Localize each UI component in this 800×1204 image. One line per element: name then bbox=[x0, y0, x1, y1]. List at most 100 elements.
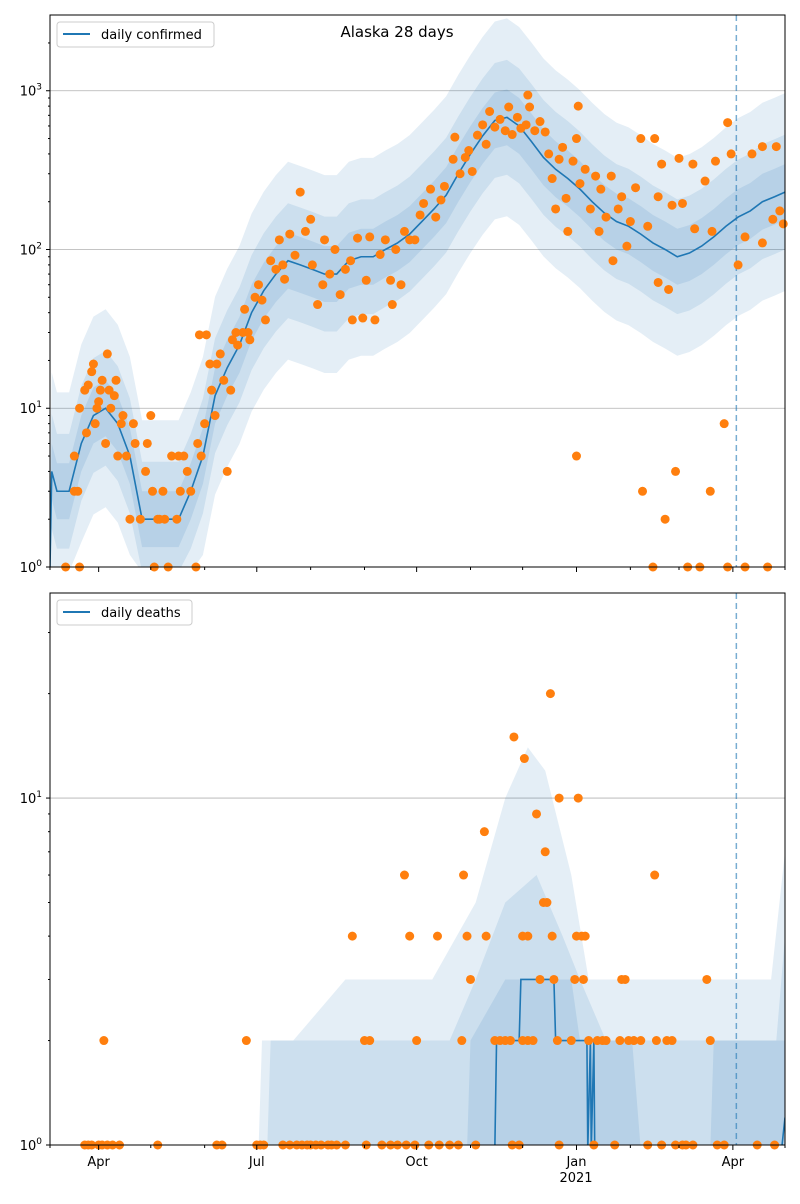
data-point bbox=[130, 438, 140, 448]
data-point bbox=[106, 403, 116, 413]
data-point bbox=[448, 154, 458, 164]
data-point bbox=[399, 226, 409, 236]
data-point bbox=[566, 1036, 576, 1046]
data-point bbox=[596, 184, 606, 194]
data-point bbox=[243, 328, 253, 338]
data-point bbox=[81, 428, 91, 438]
data-point bbox=[485, 107, 495, 117]
data-point bbox=[667, 200, 677, 210]
data-point bbox=[481, 931, 491, 941]
data-point bbox=[479, 827, 489, 837]
data-point bbox=[347, 315, 357, 325]
data-point bbox=[158, 486, 168, 496]
data-point bbox=[419, 198, 429, 208]
data-point bbox=[636, 134, 646, 144]
x-tick-label: Jan bbox=[565, 1155, 586, 1170]
data-point bbox=[121, 451, 131, 461]
y-tick-label: 100 bbox=[20, 559, 43, 576]
data-point bbox=[335, 290, 345, 300]
data-point bbox=[523, 931, 533, 941]
data-point bbox=[201, 330, 211, 340]
x-year-label: 2021 bbox=[559, 1171, 592, 1186]
data-point bbox=[179, 451, 189, 461]
data-point bbox=[109, 391, 119, 401]
legend-deaths: daily deaths bbox=[56, 599, 193, 626]
data-point bbox=[254, 280, 264, 290]
data-point bbox=[347, 931, 357, 941]
data-point bbox=[700, 176, 710, 186]
data-point bbox=[205, 359, 215, 369]
data-point bbox=[325, 269, 335, 279]
data-point bbox=[771, 142, 781, 152]
data-point bbox=[436, 195, 446, 205]
data-point bbox=[83, 380, 93, 390]
data-point bbox=[617, 192, 627, 202]
data-point bbox=[432, 931, 442, 941]
data-point bbox=[320, 235, 330, 245]
data-point bbox=[660, 514, 670, 524]
data-point bbox=[97, 375, 107, 385]
confidence-band bbox=[267, 875, 785, 1145]
data-point bbox=[495, 114, 505, 124]
data-point bbox=[472, 130, 482, 140]
data-point bbox=[707, 226, 717, 236]
y-tick-label: 102 bbox=[20, 241, 42, 258]
confirmed-plot: 100 101 102 103 bbox=[20, 14, 788, 576]
legend-label-confirmed: daily confirmed bbox=[101, 28, 202, 43]
x-tick-label: Jul bbox=[248, 1155, 265, 1170]
data-point bbox=[415, 210, 425, 220]
data-point bbox=[677, 198, 687, 208]
data-point bbox=[532, 809, 542, 819]
x-tick-label: Apr bbox=[722, 1155, 745, 1170]
data-point bbox=[300, 226, 310, 236]
data-point bbox=[573, 793, 583, 803]
data-point bbox=[146, 411, 156, 421]
data-point bbox=[671, 466, 681, 476]
data-point bbox=[233, 340, 243, 350]
axes-frame bbox=[49, 592, 786, 1146]
data-point bbox=[278, 260, 288, 270]
data-point bbox=[410, 235, 420, 245]
legend-label-deaths: daily deaths bbox=[101, 606, 181, 621]
data-point bbox=[102, 349, 112, 359]
plot-area bbox=[50, 593, 785, 1145]
data-point bbox=[391, 244, 401, 254]
y-tick-label: 101 bbox=[20, 790, 42, 807]
data-point bbox=[507, 130, 517, 140]
data-point bbox=[568, 156, 578, 166]
data-point bbox=[547, 931, 557, 941]
data-point bbox=[608, 256, 618, 266]
data-point bbox=[172, 514, 182, 524]
data-point bbox=[723, 118, 733, 128]
data-point bbox=[615, 1036, 625, 1046]
data-point bbox=[629, 1036, 639, 1046]
data-point bbox=[212, 359, 222, 369]
data-point bbox=[290, 250, 300, 260]
data-point bbox=[439, 181, 449, 191]
data-point bbox=[757, 142, 767, 152]
data-point bbox=[215, 349, 225, 359]
data-point bbox=[561, 193, 571, 203]
data-point bbox=[664, 284, 674, 294]
data-point bbox=[594, 226, 604, 236]
data-point bbox=[613, 204, 623, 214]
data-point bbox=[631, 183, 641, 193]
data-point bbox=[182, 466, 192, 476]
data-point bbox=[370, 315, 380, 325]
data-point bbox=[535, 117, 545, 127]
data-point bbox=[307, 260, 317, 270]
x-tick-label: Oct bbox=[405, 1155, 427, 1170]
data-point bbox=[457, 1036, 467, 1046]
data-point bbox=[573, 101, 583, 111]
data-point bbox=[125, 514, 135, 524]
data-point bbox=[266, 256, 276, 266]
data-point bbox=[554, 793, 564, 803]
data-point bbox=[113, 451, 123, 461]
data-point bbox=[740, 232, 750, 242]
data-point bbox=[245, 335, 255, 345]
data-point bbox=[467, 166, 477, 176]
data-point bbox=[365, 232, 375, 242]
data-point bbox=[260, 315, 270, 325]
data-point bbox=[571, 451, 581, 461]
